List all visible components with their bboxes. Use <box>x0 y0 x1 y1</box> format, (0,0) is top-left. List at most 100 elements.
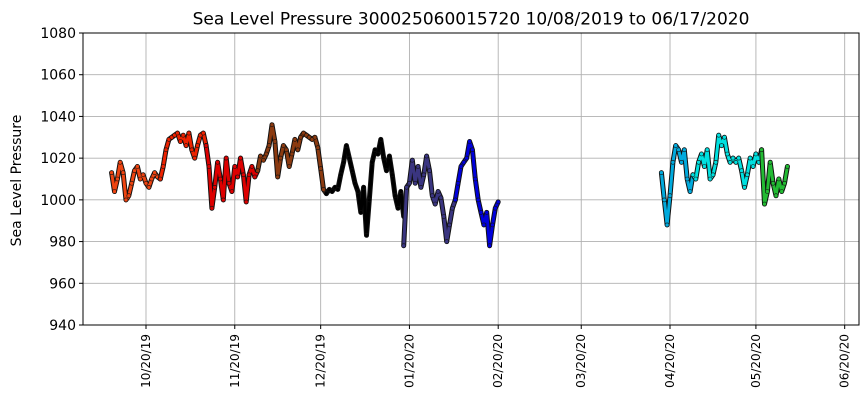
data-point <box>730 155 736 161</box>
data-point <box>112 189 117 194</box>
data-point <box>484 210 490 215</box>
data-point <box>249 164 255 169</box>
data-point <box>298 135 303 140</box>
x-tick-label: 04/20/20 <box>663 334 677 388</box>
data-point <box>140 172 146 178</box>
data-point <box>335 187 341 192</box>
data-point <box>232 164 238 169</box>
data-point <box>765 189 770 194</box>
data-point <box>690 172 696 178</box>
data-point <box>435 189 441 194</box>
data-point <box>744 172 750 178</box>
y-axis: 940 960 980 1000 1020 1040 1060 1080 <box>40 26 83 334</box>
series-2 <box>157 130 209 182</box>
chart-title: Sea Level Pressure 300025060015720 10/08… <box>193 10 750 30</box>
y-tick-label: 1080 <box>40 26 76 42</box>
data-point <box>693 176 699 182</box>
data-point <box>364 233 369 238</box>
data-point <box>490 222 495 228</box>
data-point <box>186 130 192 136</box>
data-point <box>266 143 272 148</box>
data-point <box>713 160 719 165</box>
data-point <box>464 155 470 161</box>
data-point <box>117 160 123 165</box>
data-point <box>407 180 412 186</box>
series-3 <box>203 143 261 211</box>
data-point <box>215 160 220 165</box>
data-point <box>221 197 226 203</box>
y-tick-label: 960 <box>49 276 76 292</box>
data-point <box>272 139 278 144</box>
data-point <box>369 160 375 165</box>
data-point <box>673 143 679 148</box>
data-point <box>178 139 183 144</box>
data-point <box>785 164 790 169</box>
data-point <box>773 193 779 198</box>
x-tick-label: 02/20/20 <box>491 334 505 388</box>
data-point <box>739 168 744 173</box>
data-point <box>421 172 427 178</box>
data-point <box>450 205 455 211</box>
data-point <box>776 176 782 182</box>
data-point <box>478 210 484 215</box>
data-point <box>475 197 481 203</box>
data-point <box>281 143 286 148</box>
data-point <box>378 137 384 142</box>
data-point <box>329 189 335 194</box>
data-point <box>252 174 258 180</box>
data-point <box>278 155 283 161</box>
data-point <box>189 147 195 153</box>
data-point <box>341 160 346 165</box>
data-point <box>135 164 140 169</box>
series-line <box>659 144 695 227</box>
x-tick-label: 06/20/20 <box>838 334 852 388</box>
data-point <box>696 160 701 165</box>
data-point <box>138 176 143 182</box>
data-point <box>702 164 707 169</box>
data-point <box>395 205 401 211</box>
y-tick-label: 1060 <box>40 68 76 84</box>
data-point <box>415 164 421 169</box>
series-6 <box>401 153 458 249</box>
x-axis: 10/20/19 11/20/19 12/20/19 01/20/20 02/20/20… <box>139 325 852 388</box>
data-point <box>238 155 243 161</box>
data-point <box>275 174 281 180</box>
data-point <box>679 160 684 165</box>
series-line <box>760 148 789 206</box>
data-point <box>389 172 395 178</box>
data-point <box>716 132 722 138</box>
data-point <box>664 222 670 228</box>
data-point <box>667 193 673 198</box>
data-point <box>120 170 126 175</box>
data-point <box>452 197 458 203</box>
data-point <box>344 143 349 148</box>
data-point <box>241 172 246 178</box>
data-point <box>132 168 137 173</box>
data-point <box>223 155 229 161</box>
series-5 <box>323 136 407 238</box>
data-point <box>444 239 450 244</box>
data-point <box>770 180 776 186</box>
plot-frame <box>82 32 860 326</box>
data-point <box>767 160 773 165</box>
data-point <box>192 155 197 161</box>
data-point <box>687 189 693 194</box>
data-point <box>258 153 263 159</box>
data-point <box>384 168 389 173</box>
y-axis-label: Sea Level Pressure <box>9 115 25 247</box>
y-tick-label: 980 <box>49 235 76 251</box>
data-point <box>146 185 152 190</box>
data-point <box>699 151 704 157</box>
data-point <box>206 164 212 169</box>
y-tick-label: 940 <box>49 318 76 334</box>
data-point <box>707 176 713 182</box>
data-point <box>432 201 438 207</box>
data-point <box>212 185 217 190</box>
data-point <box>392 193 398 198</box>
data-point <box>263 151 269 157</box>
data-point <box>315 145 321 150</box>
data-point <box>175 130 180 136</box>
data-point <box>424 153 429 159</box>
data-point <box>126 193 132 198</box>
